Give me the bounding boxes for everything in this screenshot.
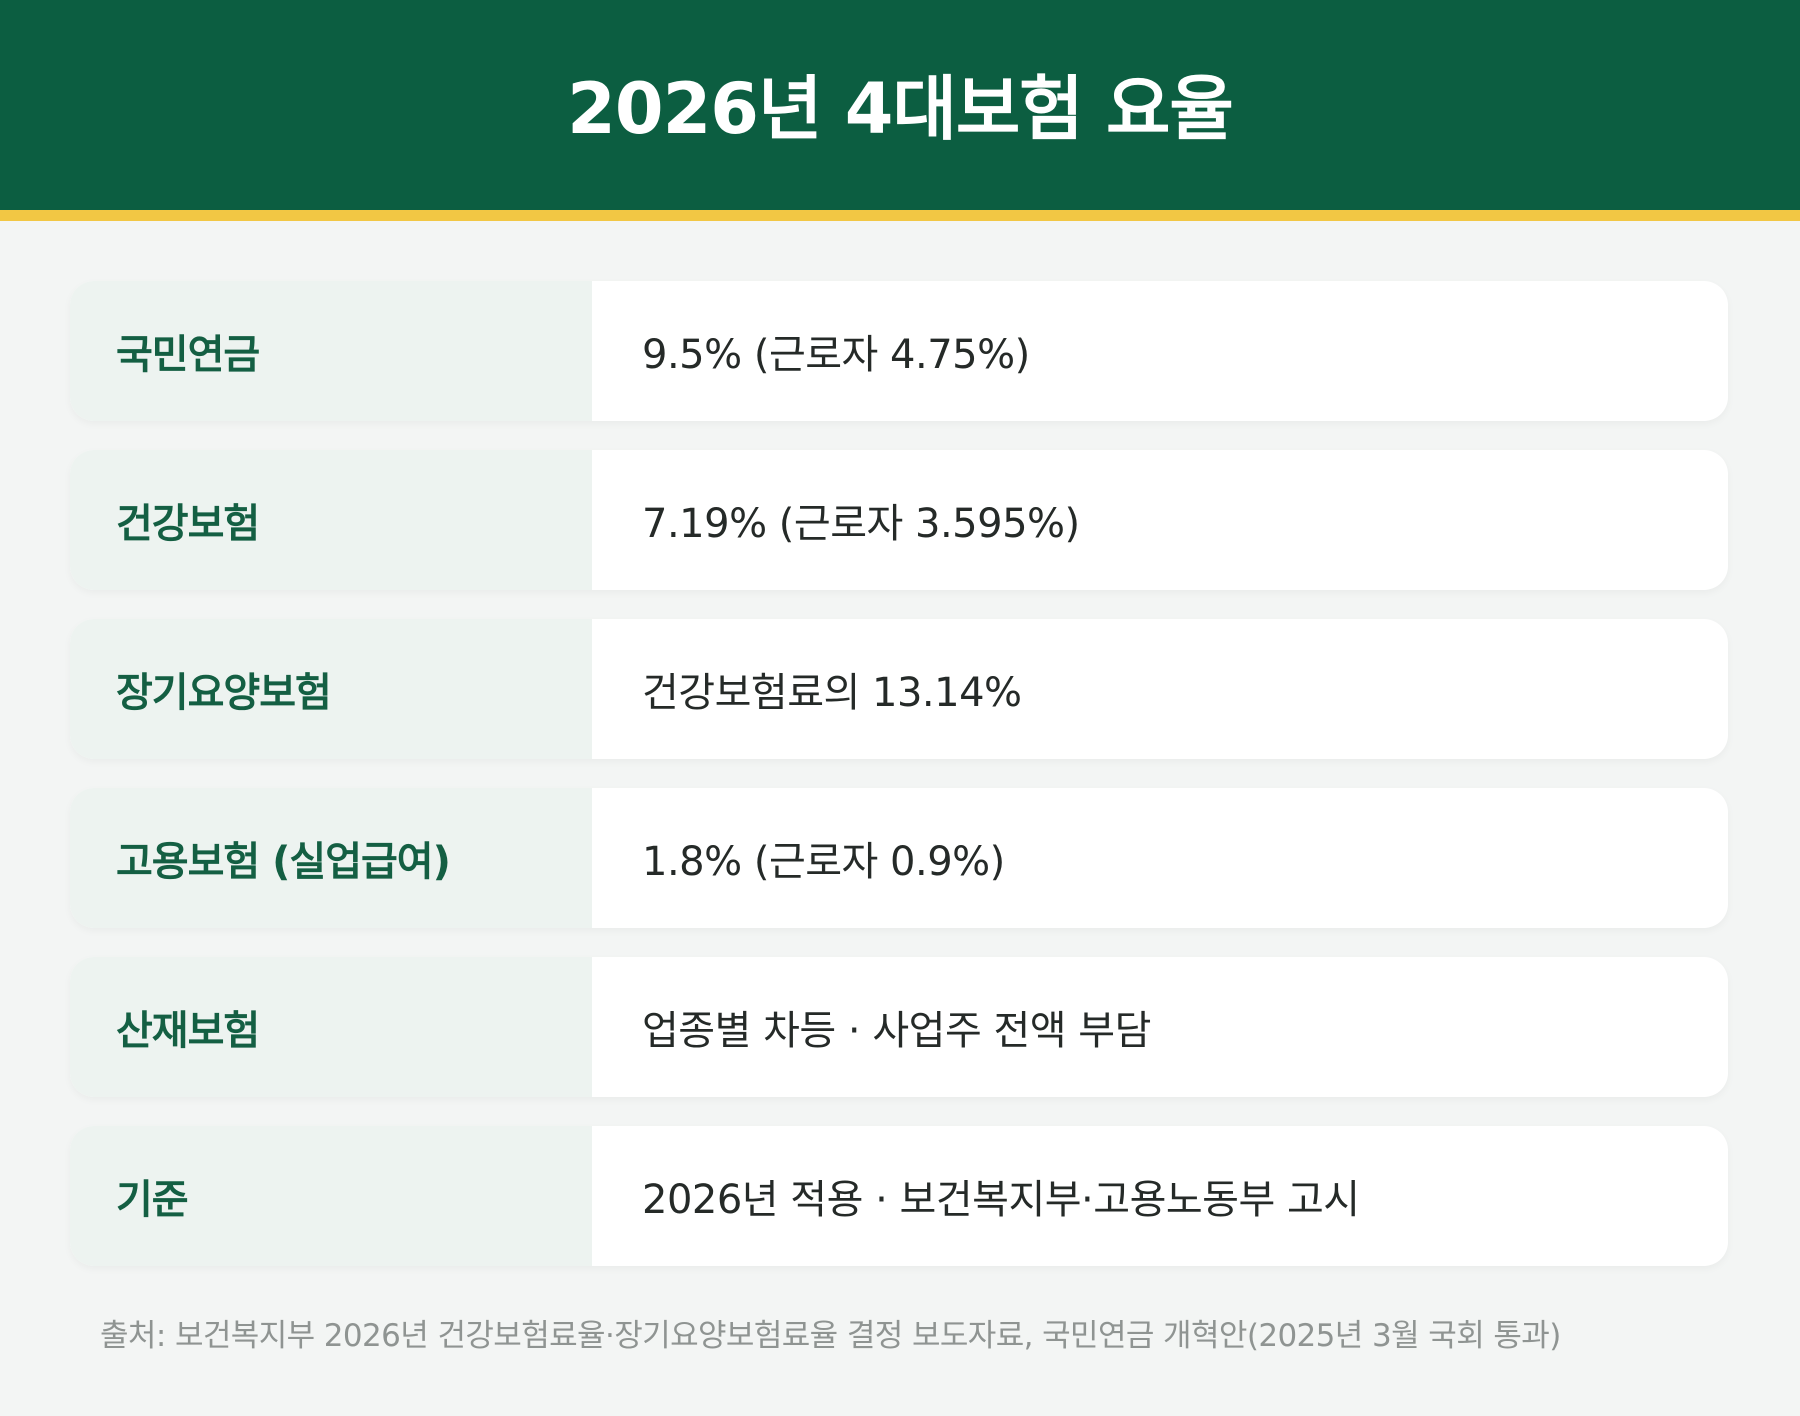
- row-value: 2026년 적용 · 보건복지부·고용노동부 고시: [642, 1177, 1360, 1223]
- table-row-industrial-accident: 산재보험 업종별 차등 · 사업주 전액 부담: [70, 957, 1728, 1097]
- row-label: 고용보험 (실업급여): [116, 839, 451, 885]
- table-row-health-insurance: 건강보험 7.19% (근로자 3.595%): [70, 450, 1728, 590]
- header-banner: 2026년 4대보험 요율: [0, 0, 1800, 210]
- row-label-cell: 산재보험: [70, 957, 592, 1097]
- table-row-basis: 기준 2026년 적용 · 보건복지부·고용노동부 고시: [70, 1126, 1728, 1266]
- insurance-rate-table: 국민연금 9.5% (근로자 4.75%) 건강보험 7.19% (근로자 3.…: [70, 281, 1728, 1295]
- page-title: 2026년 4대보험 요율: [567, 67, 1234, 150]
- row-label-cell: 기준: [70, 1126, 592, 1266]
- row-value-cell: 9.5% (근로자 4.75%): [592, 281, 1728, 421]
- row-label: 건강보험: [116, 501, 260, 547]
- row-label: 산재보험: [116, 1008, 260, 1054]
- row-value-cell: 업종별 차등 · 사업주 전액 부담: [592, 957, 1728, 1097]
- row-label-cell: 장기요양보험: [70, 619, 592, 759]
- row-value-cell: 건강보험료의 13.14%: [592, 619, 1728, 759]
- header-accent-bar: [0, 210, 1800, 221]
- row-value: 업종별 차등 · 사업주 전액 부담: [642, 1008, 1151, 1054]
- row-label-cell: 건강보험: [70, 450, 592, 590]
- row-label-cell: 국민연금: [70, 281, 592, 421]
- table-row-long-term-care: 장기요양보험 건강보험료의 13.14%: [70, 619, 1728, 759]
- row-value: 9.5% (근로자 4.75%): [642, 332, 1030, 378]
- row-label-cell: 고용보험 (실업급여): [70, 788, 592, 928]
- row-label: 국민연금: [116, 332, 260, 378]
- row-value: 1.8% (근로자 0.9%): [642, 839, 1005, 885]
- row-label: 장기요양보험: [116, 670, 332, 716]
- row-value-cell: 7.19% (근로자 3.595%): [592, 450, 1728, 590]
- row-value-cell: 2026년 적용 · 보건복지부·고용노동부 고시: [592, 1126, 1728, 1266]
- row-label: 기준: [116, 1177, 189, 1223]
- row-value: 건강보험료의 13.14%: [642, 670, 1022, 716]
- row-value: 7.19% (근로자 3.595%): [642, 501, 1080, 547]
- source-note: 출처: 보건복지부 2026년 건강보험료율·장기요양보험료율 결정 보도자료,…: [100, 1318, 1561, 1354]
- row-value-cell: 1.8% (근로자 0.9%): [592, 788, 1728, 928]
- table-row-national-pension: 국민연금 9.5% (근로자 4.75%): [70, 281, 1728, 421]
- table-row-employment-insurance: 고용보험 (실업급여) 1.8% (근로자 0.9%): [70, 788, 1728, 928]
